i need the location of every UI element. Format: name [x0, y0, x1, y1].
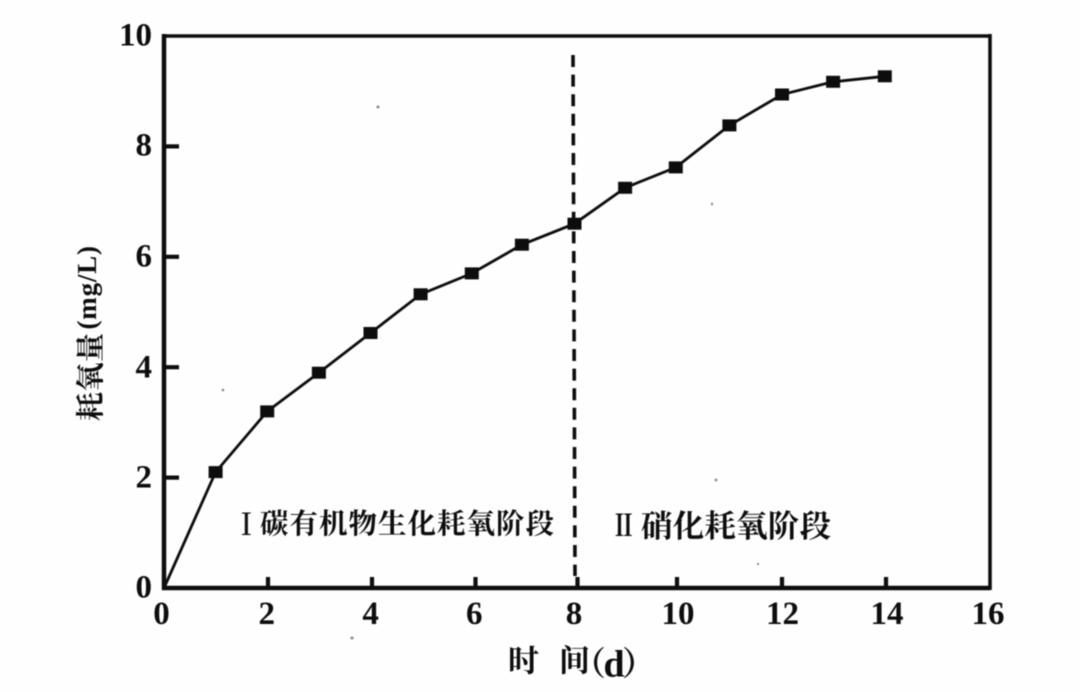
svg-text:0: 0	[153, 596, 170, 632]
svg-text:d: d	[604, 644, 625, 686]
svg-text:10: 10	[662, 596, 695, 632]
svg-text:2: 2	[259, 596, 276, 632]
svg-text:12: 12	[766, 596, 799, 632]
svg-text:6: 6	[136, 239, 153, 275]
svg-text:2: 2	[136, 460, 153, 496]
svg-text:(mg/L): (mg/L)	[72, 245, 102, 329]
svg-text:8: 8	[136, 128, 153, 164]
svg-text:16: 16	[972, 596, 1005, 632]
svg-text:4: 4	[362, 596, 379, 632]
svg-text:0: 0	[136, 570, 153, 606]
svg-text:10: 10	[119, 18, 152, 54]
svg-text:6: 6	[466, 596, 483, 632]
svg-text:8: 8	[566, 596, 583, 632]
svg-text:4: 4	[136, 350, 153, 386]
svg-text:14: 14	[871, 596, 904, 632]
